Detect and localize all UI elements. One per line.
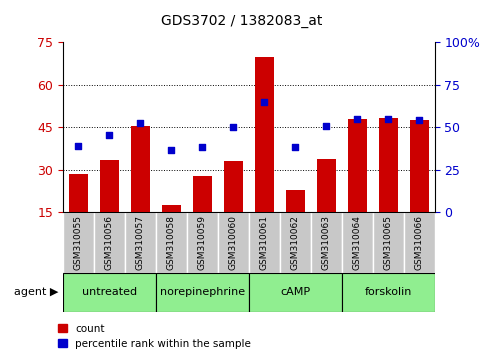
Text: GSM310057: GSM310057 (136, 215, 145, 270)
Text: GDS3702 / 1382083_at: GDS3702 / 1382083_at (161, 14, 322, 28)
Point (74, 143, 82, 149)
Text: GSM310065: GSM310065 (384, 215, 393, 270)
Bar (379, 118, 398, 212)
Bar (249, 273, 342, 312)
Point (354, 116, 361, 122)
Text: GSM310066: GSM310066 (415, 215, 424, 270)
Bar (410, 120, 428, 212)
Bar (125, 212, 156, 273)
Bar (94, 212, 125, 273)
Text: GSM310058: GSM310058 (167, 215, 176, 270)
Bar (317, 159, 336, 212)
Bar (69, 174, 87, 212)
Bar (131, 126, 150, 212)
Bar (249, 212, 280, 273)
Point (229, 125, 237, 130)
Point (105, 132, 113, 137)
Point (322, 123, 330, 129)
Bar (342, 212, 373, 273)
Bar (373, 212, 404, 273)
Text: GSM310063: GSM310063 (322, 215, 331, 270)
Bar (162, 205, 181, 212)
Text: cAMP: cAMP (280, 287, 310, 297)
Bar (63, 212, 94, 273)
Bar (193, 176, 212, 212)
Text: GSM310059: GSM310059 (198, 215, 207, 270)
Text: GSM310055: GSM310055 (74, 215, 83, 270)
Bar (255, 57, 273, 212)
Point (415, 118, 423, 123)
Bar (286, 190, 304, 212)
Text: GSM310064: GSM310064 (353, 215, 362, 270)
Point (136, 120, 144, 126)
Bar (280, 212, 311, 273)
Text: norepinephrine: norepinephrine (160, 287, 245, 297)
Text: agent ▶: agent ▶ (14, 287, 58, 297)
Text: forskolin: forskolin (365, 287, 412, 297)
Point (168, 147, 175, 153)
Bar (342, 273, 435, 312)
Text: GSM310060: GSM310060 (229, 215, 238, 270)
Text: GSM310056: GSM310056 (105, 215, 114, 270)
Bar (224, 161, 242, 212)
Bar (187, 212, 218, 273)
Text: GSM310062: GSM310062 (291, 215, 300, 270)
Bar (100, 160, 118, 212)
Bar (218, 212, 249, 273)
Bar (348, 119, 367, 212)
Point (199, 144, 206, 150)
Bar (156, 212, 187, 273)
Legend: count, percentile rank within the sample: count, percentile rank within the sample (58, 324, 251, 349)
Text: GSM310061: GSM310061 (260, 215, 269, 270)
Bar (404, 212, 435, 273)
Point (260, 99, 268, 105)
Text: untreated: untreated (82, 287, 137, 297)
Point (291, 144, 299, 150)
Point (384, 116, 392, 122)
Bar (311, 212, 342, 273)
Bar (156, 273, 249, 312)
Bar (63, 273, 156, 312)
